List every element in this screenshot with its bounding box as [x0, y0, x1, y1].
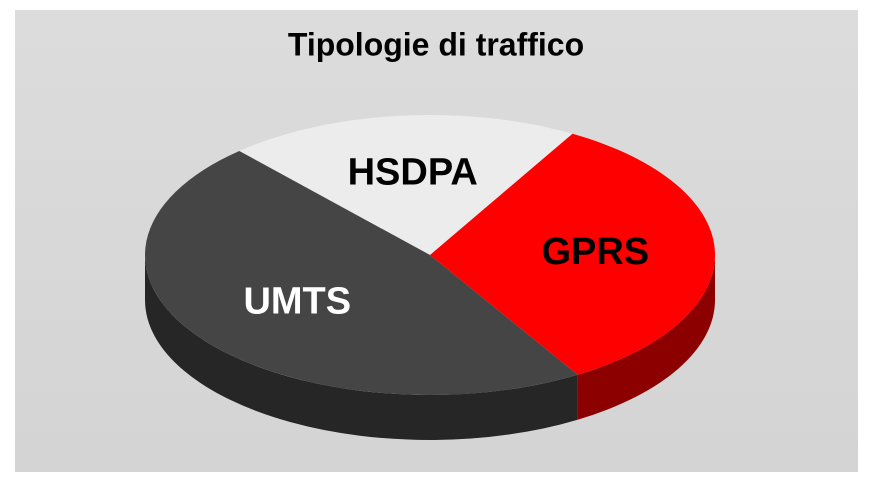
- slice-label: HSDPA: [348, 151, 478, 193]
- pie: HSDPA GPRS UMTS: [144, 115, 716, 440]
- slice: [144, 150, 578, 396]
- slice: [430, 133, 716, 375]
- slice-side: [145, 255, 578, 440]
- chart-title: Tipologie di traffico: [288, 26, 584, 62]
- slice-label: UMTS: [243, 280, 351, 322]
- slice: [239, 115, 573, 255]
- slice-label: GPRS: [541, 231, 649, 273]
- slice-side: [577, 255, 715, 420]
